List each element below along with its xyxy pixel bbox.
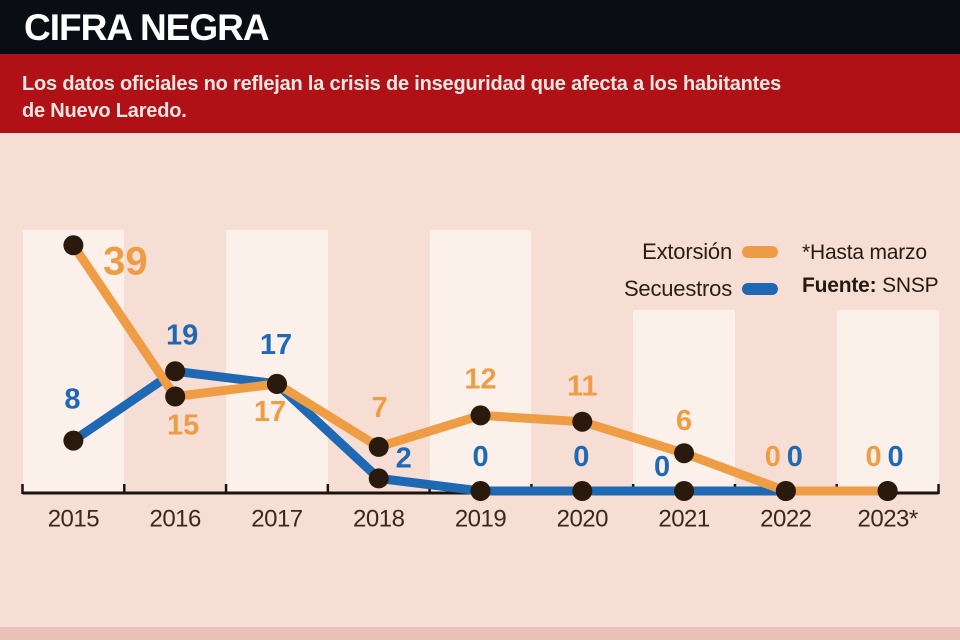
legend-label-extorsion: Extorsión [642, 238, 732, 264]
note-asterisk: *Hasta marzo [802, 241, 927, 264]
chart-area [0, 133, 960, 640]
axis-footer-strip [0, 627, 960, 640]
year-stripe-2021 [633, 310, 735, 494]
year-stripe-2023 [836, 310, 939, 494]
legend-label-secuestros: Secuestros [623, 275, 732, 301]
chart-notes: *Hasta marzo Fuente: SNSP [802, 240, 939, 306]
page-title: CIFRA NEGRA [24, 6, 270, 48]
year-stripe-2015 [22, 230, 125, 494]
legend-swatch-extorsion-icon [742, 245, 778, 258]
subtitle-banner: Los datos oficiales no reflejan la crisi… [0, 54, 960, 133]
note-source-value: SNSP [882, 274, 939, 297]
subtitle-line-2: de Nuevo Laredo. [22, 100, 187, 122]
legend-row-extorsion: Extorsión [430, 237, 778, 266]
legend-row-secuestros: Secuestros [430, 274, 778, 303]
note-source-label: Fuente: [802, 274, 877, 297]
legend-swatch-secuestros-icon [742, 282, 778, 295]
chart-legend: Extorsión Secuestros [430, 237, 778, 311]
header-bar: CIFRA NEGRA [0, 0, 960, 54]
year-stripe-2017 [226, 230, 328, 494]
subtitle-line-1: Los datos oficiales no reflejan la crisi… [22, 73, 781, 95]
background-stripes [0, 133, 960, 640]
note-source: Fuente: SNSP [802, 273, 939, 302]
